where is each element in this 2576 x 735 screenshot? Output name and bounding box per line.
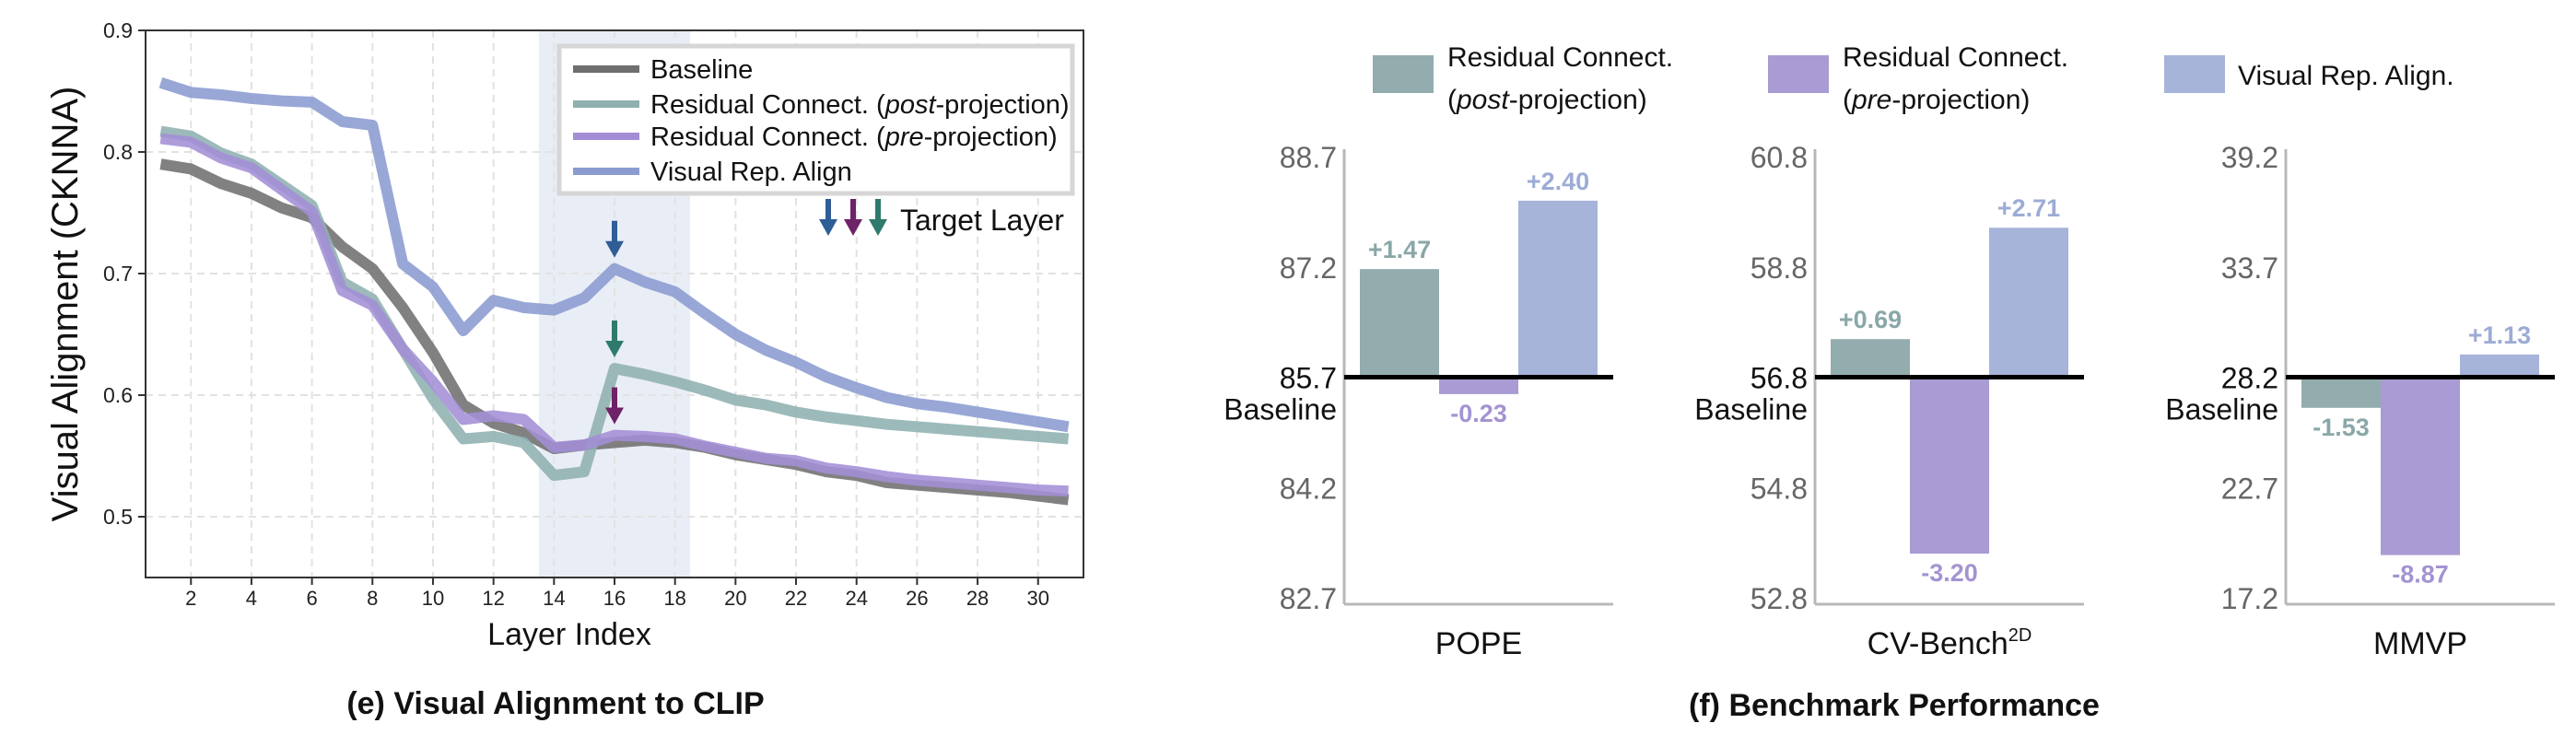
bar-value-label: -0.23 xyxy=(1450,400,1507,427)
x-tick-label: 20 xyxy=(724,587,746,610)
legend-arrow-pre xyxy=(844,199,862,236)
y-tick-label: 84.2 xyxy=(1280,472,1337,505)
bar-visual-rep-align xyxy=(1518,200,1598,378)
caption-f: (f) Benchmark Performance xyxy=(1689,688,2100,723)
series-line-vra xyxy=(158,77,1070,433)
bar-value-label: -8.87 xyxy=(2392,561,2449,589)
y-tick-label: 33.7 xyxy=(2221,251,2278,285)
benchmark-name: CV-Bench2D xyxy=(1868,625,2032,661)
caption-e: (e) Visual Alignment to CLIP xyxy=(346,686,764,721)
y-tick-label: 39.2 xyxy=(2221,141,2278,174)
y-tick-label: 58.8 xyxy=(1751,251,1808,285)
line-chart-alignment: 2 4 6 8 10 12 14 16 18 20 22 24 26 28 300.50.60.70.80.… xyxy=(45,18,1084,721)
bar-post-projection xyxy=(2301,377,2381,408)
legend-label-vra: Visual Rep. Align xyxy=(650,158,852,187)
y-tick-label: 0.6 xyxy=(103,383,133,407)
legend-label-post: Residual Connect. (post-projection) xyxy=(650,90,1070,120)
x-tick-label: 18 xyxy=(663,587,685,610)
bar-panel-pope: 88.7 87.2 85.7 84.2 82.7 Baseline +1.47 -0.23 +2… xyxy=(1224,141,1613,661)
y-tick-label: 54.8 xyxy=(1751,472,1808,505)
x-tick-label: 28 xyxy=(966,587,989,610)
x-tick-label: 6 xyxy=(306,587,317,610)
x-tick-label: 10 xyxy=(422,587,444,610)
y-tick-label: 22.7 xyxy=(2221,472,2278,505)
y-tick-label: 0.9 xyxy=(103,18,133,42)
legend-label-baseline: Baseline xyxy=(650,55,753,85)
bar-panel-mmvp: 39.2 33.7 28.2 22.7 17.2 Baseline -1.53 -8.87 +1… xyxy=(2165,141,2555,661)
bar-charts-benchmark: Residual Connect.(post-projection)Residu… xyxy=(1224,42,2555,723)
bar-value-label: +1.13 xyxy=(2468,321,2531,349)
y-tick-label: 0.7 xyxy=(103,262,133,286)
y-tick-label: 17.2 xyxy=(2221,582,2278,615)
bar-legend-item-1: Residual Connect. (pre-projection) xyxy=(1768,42,2068,115)
baseline-tick-label: 28.2 xyxy=(2221,362,2278,395)
legend-label-line1: Residual Connect. xyxy=(1843,42,2068,73)
bar-visual-rep-align xyxy=(1989,228,2068,378)
y-tick-label: 82.7 xyxy=(1280,582,1337,615)
bar-legend-item-2: Visual Rep. Align. xyxy=(2164,55,2454,93)
bar-value-label: +2.71 xyxy=(1997,194,2060,222)
x-axis-title: Layer Index xyxy=(487,617,651,652)
legend-arrow-post xyxy=(869,199,887,236)
bar-value-label: +1.47 xyxy=(1368,236,1431,263)
y-tick-label: 60.8 xyxy=(1751,141,1808,174)
bar-pre-projection xyxy=(1439,377,1518,394)
legend-color-patch xyxy=(1768,55,1829,93)
x-tick-label: 2 xyxy=(185,587,196,610)
plot-frame xyxy=(145,29,1084,578)
legend-color-patch xyxy=(2164,55,2225,93)
target-arrow-vra xyxy=(605,220,624,258)
x-tick-label: 30 xyxy=(1026,587,1048,610)
legend-box xyxy=(556,43,1075,196)
bar-post-projection xyxy=(1831,339,1910,378)
x-tick-label: 22 xyxy=(785,587,807,610)
bar-value-label: +2.40 xyxy=(1527,168,1589,195)
bar-pre-projection xyxy=(2381,377,2460,555)
x-tick-label: 4 xyxy=(246,587,257,610)
x-tick-label: 8 xyxy=(367,587,378,610)
legend-label: Visual Rep. Align. xyxy=(2238,61,2454,91)
bar-visual-rep-align xyxy=(2460,354,2539,378)
bar-legend-item-0: Residual Connect. (post-projection) xyxy=(1373,42,1673,115)
bar-value-label: -1.53 xyxy=(2313,414,2370,441)
baseline-label: Baseline xyxy=(1694,393,1808,426)
target-arrow-post xyxy=(605,320,624,357)
y-tick-label: 87.2 xyxy=(1280,251,1337,285)
baseline-tick-label: 56.8 xyxy=(1751,362,1808,395)
baseline-label: Baseline xyxy=(2165,393,2278,426)
x-tick-label: 14 xyxy=(543,587,565,610)
y-tick-label: 52.8 xyxy=(1751,582,1808,615)
legend-label-line2: (pre-projection) xyxy=(1843,85,2030,115)
x-tick-label: 16 xyxy=(603,587,626,610)
target-arrow-pre xyxy=(605,387,624,425)
x-tick-label: 26 xyxy=(906,587,928,610)
legend-color-patch xyxy=(1373,55,1434,93)
y-tick-label: 0.5 xyxy=(103,505,133,529)
x-tick-label: 24 xyxy=(845,587,867,610)
legend-label-line2: (post-projection) xyxy=(1447,85,1647,115)
bar-post-projection xyxy=(1360,269,1439,378)
y-tick-label: 0.8 xyxy=(103,140,133,164)
y-axis-title: Visual Alignment (CKNNA) xyxy=(45,87,86,522)
x-tick-label: 12 xyxy=(482,587,504,610)
bar-value-label: +0.69 xyxy=(1839,306,1902,333)
y-tick-label: 88.7 xyxy=(1280,141,1337,174)
bar-value-label: -3.20 xyxy=(1921,559,1978,587)
benchmark-name: POPE xyxy=(1435,626,1522,661)
legend-label-line1: Residual Connect. xyxy=(1447,42,1673,73)
legend-arrow-vra xyxy=(819,199,837,236)
baseline-label: Baseline xyxy=(1224,393,1337,426)
line-legend: Baseline Residual Connect. (post-projecti… xyxy=(556,43,1075,196)
target-layer-label: Target Layer xyxy=(900,204,1064,237)
series-line-pre xyxy=(159,133,1069,497)
legend-label-pre: Residual Connect. (pre-projection) xyxy=(650,122,1058,152)
benchmark-name: MMVP xyxy=(2373,626,2467,661)
bar-pre-projection xyxy=(1910,377,1989,554)
baseline-tick-label: 85.7 xyxy=(1280,362,1337,395)
bar-panel-cv-bench: 60.8 58.8 56.8 54.8 52.8 Baseline +0.69 -3.20 +2… xyxy=(1694,141,2084,661)
